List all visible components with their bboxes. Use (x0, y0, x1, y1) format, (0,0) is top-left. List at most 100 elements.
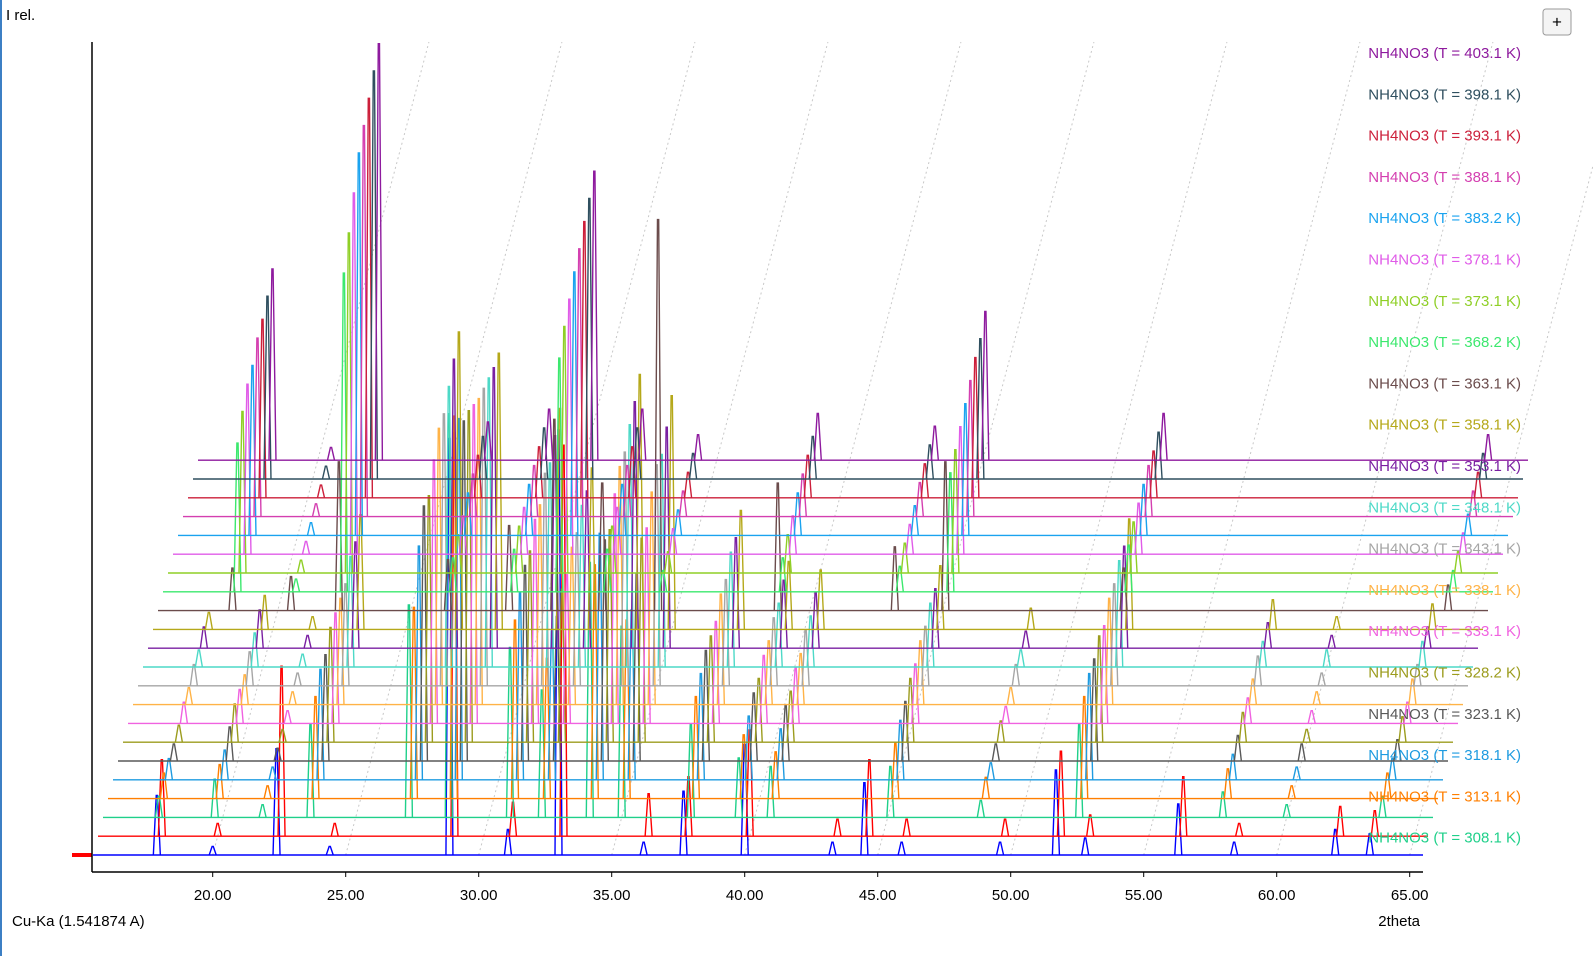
peak (1322, 649, 1331, 668)
peak (1021, 630, 1030, 649)
peak (663, 551, 673, 574)
peak (1159, 412, 1168, 461)
peak (225, 726, 234, 762)
peak (215, 763, 224, 799)
peak (1218, 791, 1228, 818)
peak (813, 412, 822, 461)
peak (897, 841, 906, 856)
peak (1000, 818, 1010, 837)
peak (1463, 513, 1473, 536)
peak (364, 97, 374, 498)
grid-line (744, 41, 962, 856)
peak (736, 509, 746, 630)
peak (316, 484, 326, 498)
peak (489, 367, 498, 649)
peak (1468, 490, 1478, 517)
peak (784, 560, 793, 630)
peak (1011, 663, 1020, 686)
x-tick-label: 50.00 (992, 887, 1030, 904)
peak (464, 410, 473, 743)
peak (213, 822, 222, 837)
peak (1229, 841, 1239, 856)
peak (1282, 803, 1291, 818)
peak (1478, 452, 1488, 480)
x-axis-label: 2theta (1378, 913, 1420, 930)
peak (189, 663, 199, 686)
peak (1056, 750, 1066, 837)
peak (981, 776, 990, 799)
peak (930, 425, 940, 461)
peak (273, 747, 282, 762)
peak (828, 841, 837, 856)
peak (293, 672, 302, 686)
peak (311, 503, 321, 517)
peak (941, 461, 950, 611)
peak (890, 546, 900, 611)
peak (1473, 471, 1483, 498)
series (198, 43, 1528, 461)
peak (1297, 743, 1306, 762)
peak (900, 542, 910, 574)
peak (306, 521, 316, 536)
peak (474, 397, 483, 705)
legend-entry: NH4NO3 (T = 403.1 K) (1368, 45, 1521, 62)
legend-entry: NH4NO3 (T = 328.2 K) (1368, 664, 1521, 681)
peak (325, 845, 334, 856)
button-frame[interactable] (1542, 8, 1572, 36)
button-label[interactable]: + (1552, 12, 1562, 31)
peak (1327, 634, 1336, 649)
peak (268, 766, 277, 780)
peak (1080, 837, 1090, 856)
peak (448, 557, 458, 592)
peak (288, 691, 297, 705)
peak (354, 152, 364, 536)
peak (504, 524, 514, 611)
peak (434, 427, 444, 705)
peak (359, 124, 369, 517)
peak (986, 762, 995, 780)
peak (638, 408, 647, 461)
peak (263, 785, 272, 799)
zoom-button[interactable]: + (1542, 8, 1572, 36)
x-tick-label: 35.00 (593, 887, 631, 904)
legend-entry: NH4NO3 (T = 383.2 K) (1368, 210, 1521, 227)
x-tick-label: 45.00 (859, 887, 897, 904)
legend-entry: NH4NO3 (T = 398.1 K) (1368, 86, 1521, 103)
peak (494, 352, 503, 630)
peak (1398, 716, 1407, 743)
grid-line (1409, 163, 1593, 856)
peak (1458, 532, 1468, 555)
legend-entry: NH4NO3 (T = 308.1 K) (1368, 830, 1521, 847)
peak (159, 772, 169, 799)
legend-entry: NH4NO3 (T = 353.1 K) (1368, 458, 1521, 475)
peak (693, 434, 703, 461)
peak (910, 504, 920, 536)
legend-entry: NH4NO3 (T = 373.1 K) (1368, 293, 1521, 310)
peak (1238, 711, 1248, 743)
zero-marker (72, 853, 92, 857)
peak (639, 841, 648, 856)
x-tick-label: 55.00 (1125, 887, 1163, 904)
peak (833, 818, 842, 837)
peak (1026, 607, 1035, 630)
peak (653, 218, 663, 611)
legend-entry: NH4NO3 (T = 393.1 K) (1368, 128, 1521, 145)
peak (1370, 810, 1379, 837)
peak (199, 626, 209, 649)
peak (454, 331, 464, 630)
peak (220, 749, 229, 780)
peak (1365, 833, 1374, 856)
peak (981, 310, 990, 461)
peak (308, 615, 317, 630)
x-tick-label: 25.00 (327, 887, 365, 904)
peak (1483, 434, 1493, 461)
legend-entry: NH4NO3 (T = 368.2 K) (1368, 334, 1521, 351)
peak (164, 757, 174, 780)
peak (683, 471, 693, 498)
peak (1292, 766, 1301, 780)
peak (154, 795, 164, 818)
peak (330, 822, 339, 837)
peak (235, 688, 244, 724)
peak (1243, 697, 1253, 724)
